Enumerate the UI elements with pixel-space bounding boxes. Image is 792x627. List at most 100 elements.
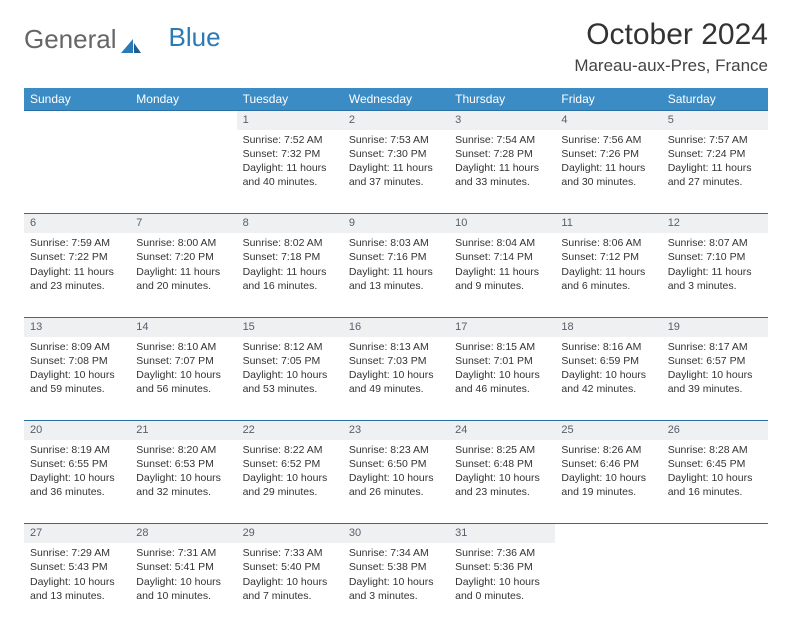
sunset-text: Sunset: 6:46 PM [561, 457, 655, 471]
day-cell: Sunrise: 8:28 AMSunset: 6:45 PMDaylight:… [662, 440, 768, 524]
dl2-text: and 32 minutes. [136, 485, 230, 499]
sunrise-text: Sunrise: 8:13 AM [349, 340, 443, 354]
day-number: 15 [237, 317, 343, 336]
day-number: 17 [449, 317, 555, 336]
dl2-text: and 23 minutes. [30, 279, 124, 293]
calendar-table: Sunday Monday Tuesday Wednesday Thursday… [24, 88, 768, 627]
sunset-text: Sunset: 7:30 PM [349, 147, 443, 161]
day-cell: Sunrise: 7:36 AMSunset: 5:36 PMDaylight:… [449, 543, 555, 627]
dl2-text: and 13 minutes. [349, 279, 443, 293]
sunrise-text: Sunrise: 8:20 AM [136, 443, 230, 457]
sunrise-text: Sunrise: 8:04 AM [455, 236, 549, 250]
dl2-text: and 20 minutes. [136, 279, 230, 293]
dl1-text: Daylight: 10 hours [561, 368, 655, 382]
day-cell: Sunrise: 7:33 AMSunset: 5:40 PMDaylight:… [237, 543, 343, 627]
dl1-text: Daylight: 11 hours [243, 265, 337, 279]
sunset-text: Sunset: 6:52 PM [243, 457, 337, 471]
dl2-text: and 49 minutes. [349, 382, 443, 396]
sunrise-text: Sunrise: 7:57 AM [668, 133, 762, 147]
day-cell: Sunrise: 8:00 AMSunset: 7:20 PMDaylight:… [130, 233, 236, 317]
dow-sun: Sunday [24, 88, 130, 111]
logo-text-blue: Blue [169, 22, 221, 53]
sunrise-text: Sunrise: 7:29 AM [30, 546, 124, 560]
dl2-text: and 7 minutes. [243, 589, 337, 603]
dl1-text: Daylight: 11 hours [136, 265, 230, 279]
title-block: October 2024 Mareau-aux-Pres, France [574, 18, 768, 76]
sunrise-text: Sunrise: 8:17 AM [668, 340, 762, 354]
dl2-text: and 6 minutes. [561, 279, 655, 293]
day-cell: Sunrise: 8:15 AMSunset: 7:01 PMDaylight:… [449, 337, 555, 421]
day-cell [555, 543, 661, 627]
sunset-text: Sunset: 7:07 PM [136, 354, 230, 368]
daynum-row: 6789101112 [24, 214, 768, 233]
content-row: Sunrise: 8:09 AMSunset: 7:08 PMDaylight:… [24, 337, 768, 421]
day-number: 25 [555, 421, 661, 440]
sunset-text: Sunset: 7:10 PM [668, 250, 762, 264]
day-number: 29 [237, 524, 343, 543]
day-cell: Sunrise: 8:03 AMSunset: 7:16 PMDaylight:… [343, 233, 449, 317]
day-cell: Sunrise: 8:17 AMSunset: 6:57 PMDaylight:… [662, 337, 768, 421]
day-number: 12 [662, 214, 768, 233]
day-cell: Sunrise: 7:57 AMSunset: 7:24 PMDaylight:… [662, 130, 768, 214]
dl2-text: and 16 minutes. [243, 279, 337, 293]
day-number: 6 [24, 214, 130, 233]
day-cell: Sunrise: 8:23 AMSunset: 6:50 PMDaylight:… [343, 440, 449, 524]
month-title: October 2024 [574, 18, 768, 52]
day-number: 31 [449, 524, 555, 543]
day-number: 23 [343, 421, 449, 440]
day-number: 5 [662, 111, 768, 130]
sunrise-text: Sunrise: 8:10 AM [136, 340, 230, 354]
day-number: 20 [24, 421, 130, 440]
sunrise-text: Sunrise: 7:34 AM [349, 546, 443, 560]
dl2-text: and 10 minutes. [136, 589, 230, 603]
dl1-text: Daylight: 11 hours [455, 161, 549, 175]
logo-sail-icon [119, 31, 143, 49]
day-cell: Sunrise: 7:52 AMSunset: 7:32 PMDaylight:… [237, 130, 343, 214]
content-row: Sunrise: 7:52 AMSunset: 7:32 PMDaylight:… [24, 130, 768, 214]
day-number: 19 [662, 317, 768, 336]
sunrise-text: Sunrise: 8:03 AM [349, 236, 443, 250]
dl1-text: Daylight: 10 hours [30, 471, 124, 485]
dl2-text: and 16 minutes. [668, 485, 762, 499]
sunrise-text: Sunrise: 8:07 AM [668, 236, 762, 250]
content-row: Sunrise: 7:29 AMSunset: 5:43 PMDaylight:… [24, 543, 768, 627]
day-cell: Sunrise: 8:22 AMSunset: 6:52 PMDaylight:… [237, 440, 343, 524]
daynum-row: 2728293031 [24, 524, 768, 543]
day-number: 26 [662, 421, 768, 440]
sunset-text: Sunset: 5:41 PM [136, 560, 230, 574]
sunrise-text: Sunrise: 8:09 AM [30, 340, 124, 354]
dl2-text: and 59 minutes. [30, 382, 124, 396]
day-number [130, 111, 236, 130]
day-cell: Sunrise: 7:53 AMSunset: 7:30 PMDaylight:… [343, 130, 449, 214]
dl1-text: Daylight: 10 hours [30, 368, 124, 382]
day-cell [24, 130, 130, 214]
day-number [555, 524, 661, 543]
sunset-text: Sunset: 7:20 PM [136, 250, 230, 264]
sunrise-text: Sunrise: 7:33 AM [243, 546, 337, 560]
sunset-text: Sunset: 7:18 PM [243, 250, 337, 264]
dl2-text: and 56 minutes. [136, 382, 230, 396]
dl2-text: and 19 minutes. [561, 485, 655, 499]
page-header: General Blue October 2024 Mareau-aux-Pre… [24, 18, 768, 76]
day-cell: Sunrise: 8:10 AMSunset: 7:07 PMDaylight:… [130, 337, 236, 421]
day-cell: Sunrise: 7:34 AMSunset: 5:38 PMDaylight:… [343, 543, 449, 627]
dl1-text: Daylight: 11 hours [668, 265, 762, 279]
dl1-text: Daylight: 10 hours [455, 575, 549, 589]
sunset-text: Sunset: 7:08 PM [30, 354, 124, 368]
sunrise-text: Sunrise: 7:52 AM [243, 133, 337, 147]
dl1-text: Daylight: 10 hours [349, 368, 443, 382]
sunset-text: Sunset: 6:57 PM [668, 354, 762, 368]
daynum-row: 12345 [24, 111, 768, 130]
day-cell: Sunrise: 8:16 AMSunset: 6:59 PMDaylight:… [555, 337, 661, 421]
daynum-row: 13141516171819 [24, 317, 768, 336]
sunrise-text: Sunrise: 7:54 AM [455, 133, 549, 147]
dl2-text: and 27 minutes. [668, 175, 762, 189]
dow-thu: Thursday [449, 88, 555, 111]
day-number: 1 [237, 111, 343, 130]
dl2-text: and 37 minutes. [349, 175, 443, 189]
sunrise-text: Sunrise: 7:56 AM [561, 133, 655, 147]
dl2-text: and 30 minutes. [561, 175, 655, 189]
sunset-text: Sunset: 6:53 PM [136, 457, 230, 471]
sunset-text: Sunset: 7:12 PM [561, 250, 655, 264]
dl2-text: and 39 minutes. [668, 382, 762, 396]
